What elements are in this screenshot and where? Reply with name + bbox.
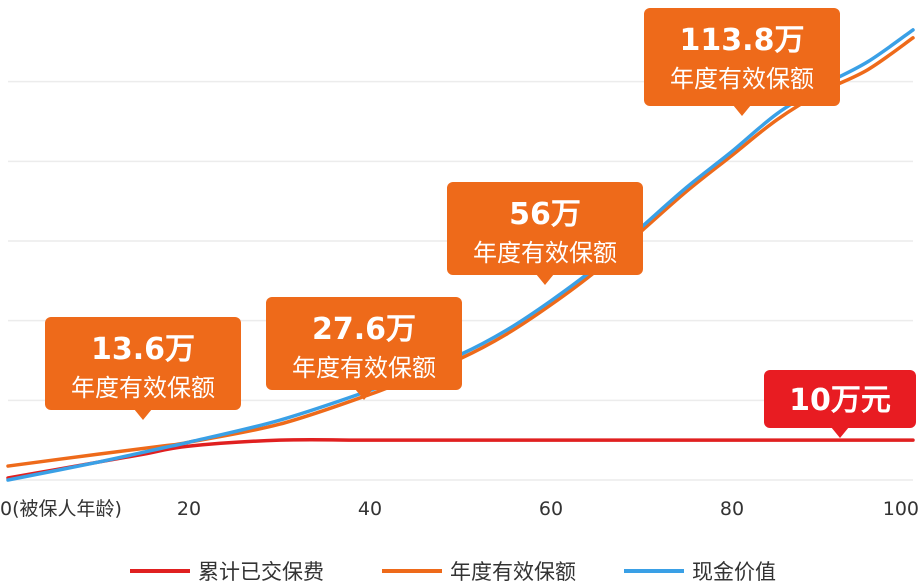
callout-label: 年度有效保额 bbox=[670, 65, 814, 93]
x-tick-label: 20 bbox=[177, 498, 201, 520]
callout-value: 113.8万 bbox=[680, 23, 805, 58]
callout-value: 56万 bbox=[509, 197, 581, 232]
callout-value: 10万元 bbox=[789, 383, 891, 418]
callout-pointer bbox=[733, 105, 751, 116]
callout-pointer bbox=[134, 409, 152, 420]
legend: 累计已交保费 年度有效保额 现金价值 bbox=[130, 560, 776, 584]
callout-label: 年度有效保额 bbox=[71, 374, 215, 402]
callout-box bbox=[644, 8, 840, 106]
callout-box bbox=[266, 297, 462, 390]
x-tick-label: 80 bbox=[720, 498, 744, 520]
callout-pointer bbox=[355, 389, 373, 400]
callouts: 13.6万年度有效保额27.6万年度有效保额56万年度有效保额113.8万年度有… bbox=[45, 8, 916, 438]
callout-pointer bbox=[536, 274, 554, 285]
x-tick-label: 40 bbox=[358, 498, 382, 520]
callout-value: 27.6万 bbox=[312, 312, 416, 347]
legend-item: 年度有效保额 bbox=[382, 560, 576, 584]
callout-5: 10万元 bbox=[764, 370, 916, 438]
legend-label: 累计已交保费 bbox=[198, 560, 324, 584]
legend-label: 现金价值 bbox=[692, 560, 776, 584]
x-tick-label: 0(被保人年龄) bbox=[0, 498, 122, 520]
series-line-cash-value bbox=[6, 28, 915, 482]
callout-box bbox=[764, 370, 916, 428]
x-axis-tick-labels: 0(被保人年龄) 20 40 60 80 100 bbox=[0, 498, 919, 520]
series-lines bbox=[6, 28, 915, 482]
series-line-paid-premium bbox=[6, 437, 915, 480]
legend-label: 年度有效保额 bbox=[450, 560, 576, 584]
x-tick-label: 100 bbox=[883, 498, 919, 520]
callout-box bbox=[447, 182, 643, 275]
callout-pointer bbox=[831, 427, 849, 438]
x-tick-label: 60 bbox=[539, 498, 563, 520]
callout-label: 年度有效保额 bbox=[292, 354, 436, 382]
callout-box bbox=[45, 317, 241, 410]
legend-item: 累计已交保费 bbox=[130, 560, 324, 584]
callout-label: 年度有效保额 bbox=[473, 239, 617, 267]
legend-item: 现金价值 bbox=[624, 560, 776, 584]
callout-value: 13.6万 bbox=[91, 332, 195, 367]
